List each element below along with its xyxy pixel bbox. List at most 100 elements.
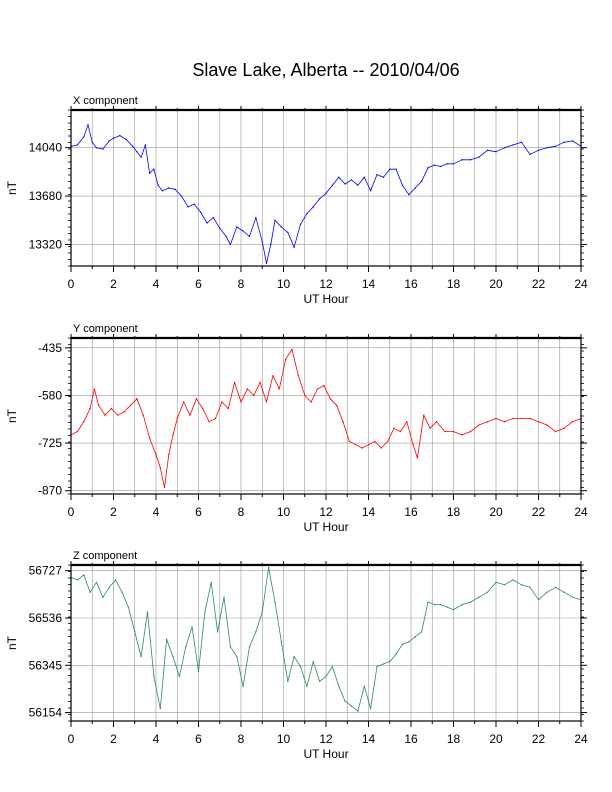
x-tick-label: 6 [195, 505, 202, 519]
x-tick-label: 16 [404, 505, 418, 519]
x-tick-label: 20 [489, 277, 503, 291]
data-series-line [70, 567, 582, 712]
data-point [180, 195, 183, 197]
data-point [389, 168, 391, 170]
data-point [408, 641, 410, 643]
data-point [495, 150, 497, 153]
x-tick-label: 18 [447, 505, 461, 519]
data-point [369, 189, 372, 192]
data-point [446, 163, 448, 165]
data-point [427, 167, 429, 169]
y-axis-label: nT [5, 180, 19, 195]
data-point [197, 670, 200, 673]
data-point [361, 447, 363, 449]
data-point [242, 685, 244, 688]
data-point [261, 611, 263, 613]
data-point [157, 184, 159, 187]
data-point [182, 401, 185, 403]
y-axis-label: nT [5, 408, 19, 423]
data-point [108, 140, 110, 142]
x-tick-label: 8 [238, 732, 245, 746]
data-point [503, 421, 506, 423]
data-point [323, 384, 325, 387]
data-point [229, 243, 232, 246]
data-point [255, 631, 257, 633]
data-point [478, 424, 480, 426]
x-tick-label: 0 [68, 505, 75, 519]
data-point [338, 685, 340, 688]
data-point [129, 404, 132, 407]
data-point [380, 447, 382, 449]
data-point [159, 707, 161, 710]
x-tick-label: 2 [110, 505, 117, 519]
data-point [210, 581, 212, 584]
data-point [76, 579, 79, 581]
data-point [233, 381, 236, 384]
data-point [344, 700, 346, 702]
data-point [429, 427, 431, 430]
x-tick-label: 10 [277, 277, 291, 291]
data-point [452, 608, 455, 611]
data-point [280, 641, 283, 643]
data-point [412, 444, 414, 446]
data-point [87, 124, 89, 126]
x-tick-label: 6 [195, 277, 202, 291]
x-tick-label: 14 [362, 505, 376, 519]
data-point [225, 235, 227, 238]
data-point [246, 388, 249, 390]
data-point [267, 566, 270, 569]
data-point [338, 176, 340, 178]
data-point [83, 136, 85, 138]
data-point [433, 603, 436, 606]
data-point [563, 427, 565, 430]
panel-label: Y component [73, 323, 138, 335]
panel-label: Z component [73, 550, 137, 562]
data-point [265, 401, 268, 403]
data-point [76, 430, 79, 433]
x-tick-label: 0 [68, 277, 75, 291]
data-point [335, 404, 338, 407]
data-point [348, 440, 351, 443]
data-point [563, 591, 565, 593]
data-point [318, 198, 321, 200]
data-point [306, 685, 308, 688]
data-point [280, 226, 283, 228]
data-point [174, 188, 176, 191]
data-point [293, 246, 295, 248]
x-tick-label: 20 [489, 505, 503, 519]
data-point [414, 187, 416, 189]
x-tick-label: 14 [362, 732, 376, 746]
data-point [486, 421, 489, 423]
data-point [168, 187, 170, 189]
x-axis-label: UT Hour [303, 292, 348, 306]
data-point [376, 665, 378, 668]
data-point [452, 163, 455, 165]
data-point [435, 421, 438, 423]
data-point [123, 411, 125, 413]
data-point [153, 168, 155, 170]
data-point [440, 165, 442, 168]
data-point [253, 394, 255, 397]
data-point [240, 401, 242, 403]
panel-label: X component [73, 95, 138, 107]
data-point [512, 144, 514, 146]
data-point [284, 358, 287, 361]
data-point [420, 180, 423, 182]
data-point [140, 156, 142, 158]
data-point [193, 203, 195, 205]
data-point [423, 414, 425, 416]
data-point [529, 153, 531, 156]
data-point [329, 398, 331, 400]
data-point [287, 231, 289, 234]
y-tick-label: -870 [38, 484, 62, 498]
data-point [242, 230, 244, 232]
data-point [546, 424, 548, 426]
data-point [571, 140, 574, 142]
data-point [376, 173, 378, 176]
data-point [399, 430, 402, 433]
data-point [386, 440, 389, 443]
data-point [331, 665, 334, 668]
data-point [185, 646, 187, 648]
data-point [395, 653, 397, 655]
data-point [446, 606, 448, 608]
